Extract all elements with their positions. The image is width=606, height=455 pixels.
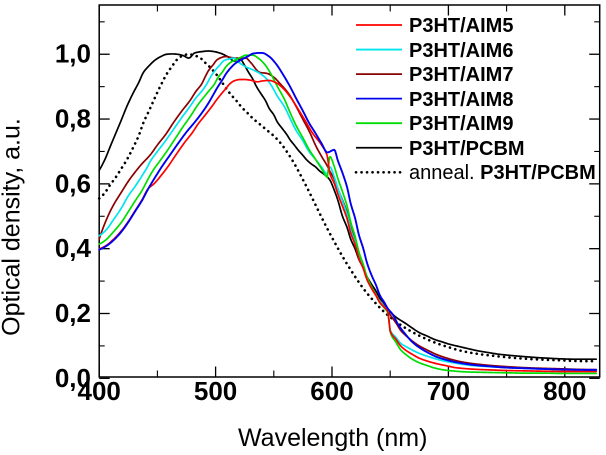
svg-text:600: 600	[310, 376, 353, 406]
svg-text:800: 800	[543, 376, 586, 406]
svg-text:0,0: 0,0	[55, 363, 91, 393]
svg-text:700: 700	[427, 376, 470, 406]
svg-text:1,0: 1,0	[55, 39, 91, 69]
svg-text:0,2: 0,2	[55, 298, 91, 328]
svg-text:0,4: 0,4	[55, 233, 92, 263]
svg-text:0,6: 0,6	[55, 168, 91, 198]
svg-text:500: 500	[194, 376, 237, 406]
svg-text:0,8: 0,8	[55, 104, 91, 134]
